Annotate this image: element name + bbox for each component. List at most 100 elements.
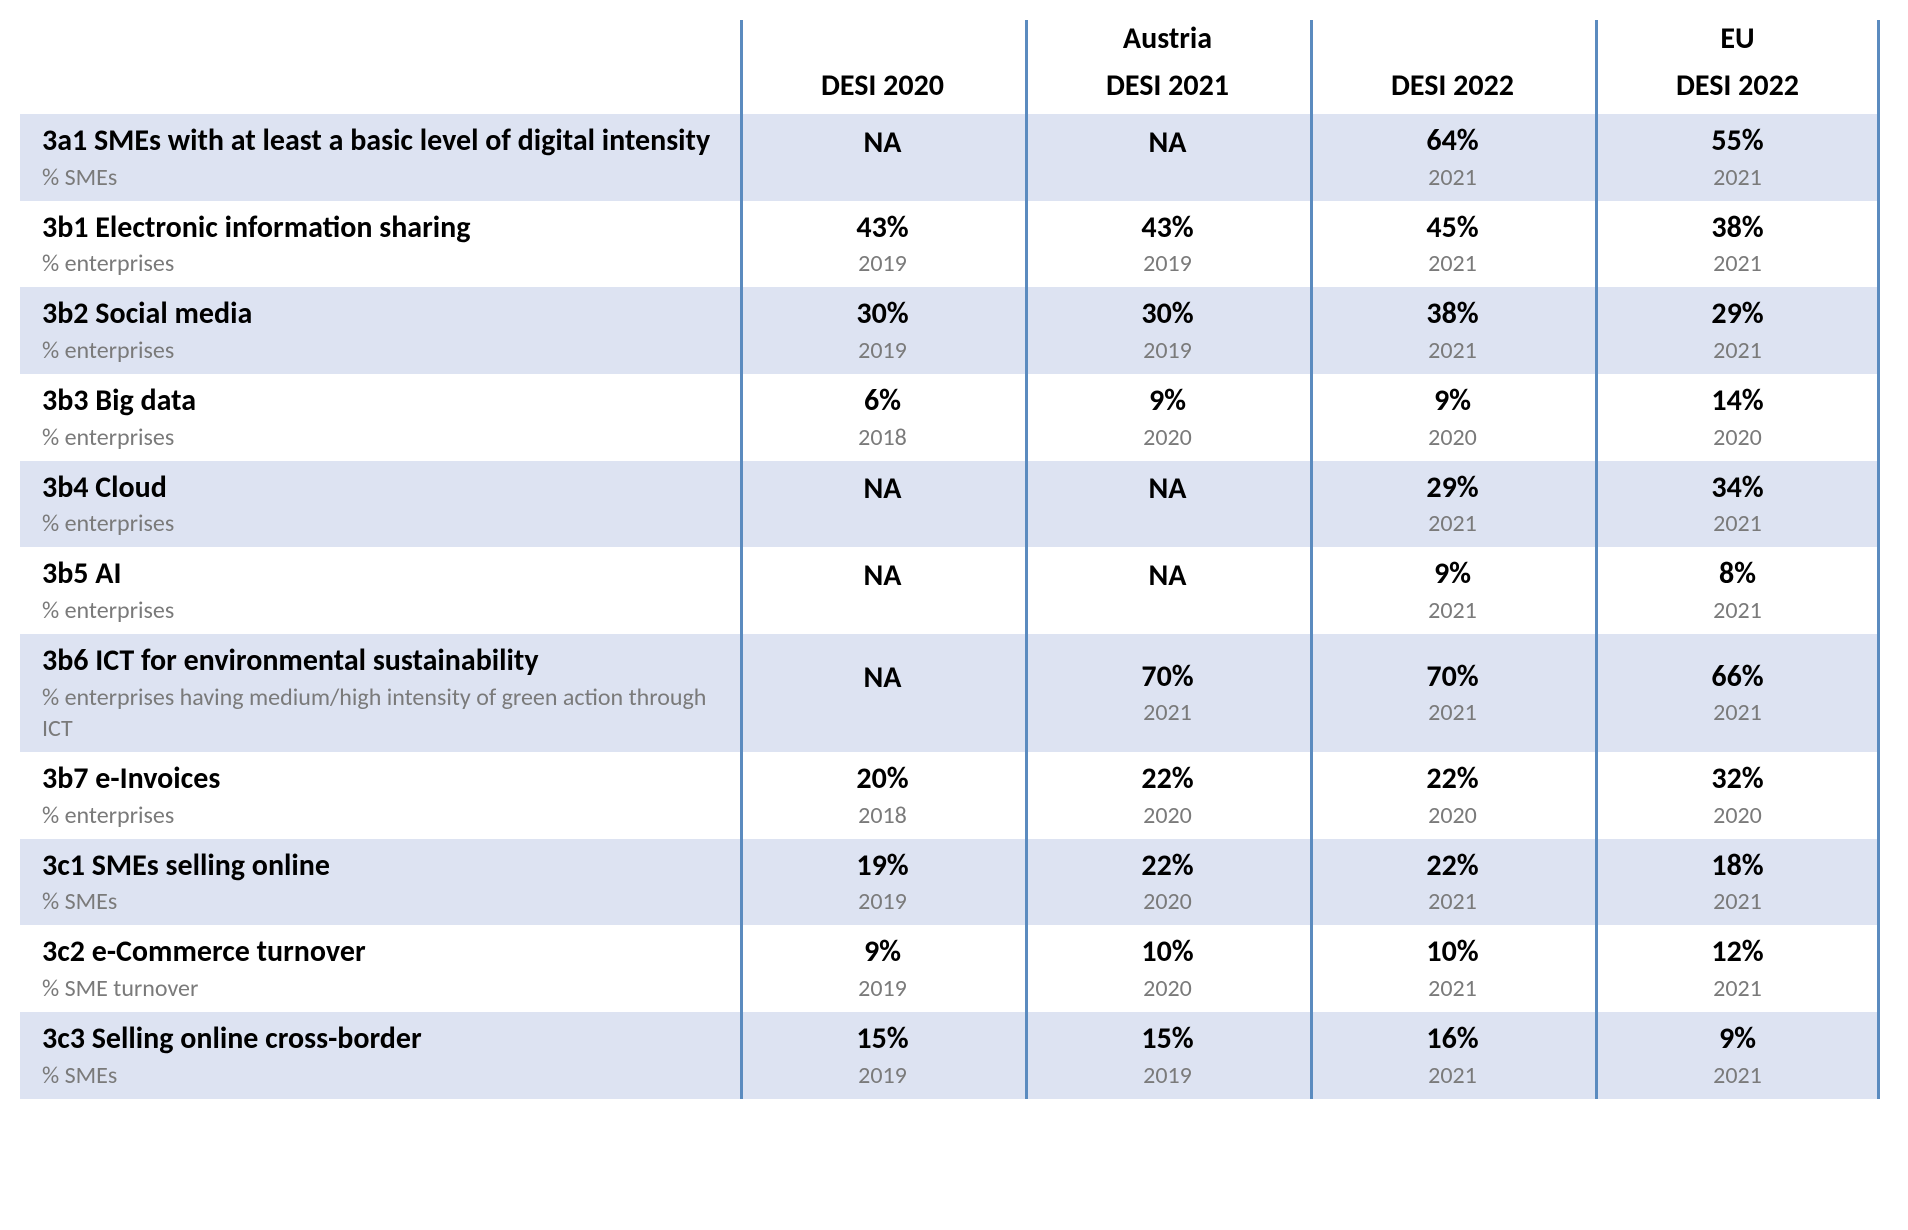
cell-year: 2020 (1310, 800, 1595, 831)
cell-year: 2021 (1595, 886, 1880, 917)
table-row: 3c1 SMEs selling online% SMEs19%201922%2… (20, 839, 1880, 926)
data-cell: NA (1025, 114, 1310, 201)
indicator-title: 3b1 Electronic information sharing (42, 209, 730, 247)
cell-year: 2021 (1310, 508, 1595, 539)
header-group-country: Austria (740, 20, 1595, 61)
cell-value: 19% (740, 847, 1025, 885)
indicator-title: 3b5 AI (42, 555, 730, 593)
column-separator (1310, 20, 1313, 1099)
data-cell: 9%2021 (1310, 547, 1595, 634)
data-cell: 10%2020 (1025, 925, 1310, 1012)
cell-value: NA (740, 470, 1025, 508)
cell-value: 22% (1310, 760, 1595, 798)
cell-value: 12% (1595, 933, 1880, 971)
data-cell: 70%2021 (1025, 634, 1310, 752)
table-row: 3b1 Electronic information sharing% ente… (20, 201, 1880, 288)
cell-year (740, 510, 1025, 538)
data-cell: 6%2018 (740, 374, 1025, 461)
cell-value: NA (1025, 470, 1310, 508)
indicator-subtitle: % enterprises (42, 248, 730, 279)
cell-year: 2019 (740, 1060, 1025, 1091)
cell-year: 2019 (1025, 248, 1310, 279)
data-cell: 70%2021 (1310, 634, 1595, 752)
data-cell: 18%2021 (1595, 839, 1880, 926)
cell-value: 45% (1310, 209, 1595, 247)
data-cell: 30%2019 (1025, 287, 1310, 374)
column-separator (1877, 20, 1880, 1099)
indicator-label-cell: 3b6 ICT for environmental sustainability… (20, 634, 740, 752)
cell-year: 2021 (1595, 973, 1880, 1004)
cell-year (1025, 597, 1310, 625)
cell-value: 9% (1025, 382, 1310, 420)
cell-value: 9% (1310, 382, 1595, 420)
cell-value: 30% (740, 295, 1025, 333)
data-cell: NA (1025, 547, 1310, 634)
cell-value: NA (740, 557, 1025, 595)
cell-value: 30% (1025, 295, 1310, 333)
cell-value: NA (740, 659, 1025, 697)
data-cell: 30%2019 (740, 287, 1025, 374)
cell-value: 34% (1595, 469, 1880, 507)
cell-value: 9% (740, 933, 1025, 971)
cell-year: 2020 (1025, 800, 1310, 831)
indicator-label-cell: 3a1 SMEs with at least a basic level of … (20, 114, 740, 201)
cell-year: 2020 (1595, 800, 1880, 831)
cell-year: 2019 (1025, 1060, 1310, 1091)
cell-value: 18% (1595, 847, 1880, 885)
header-group-eu: EU (1595, 20, 1880, 61)
indicator-subtitle: % enterprises having medium/high intensi… (42, 682, 730, 744)
indicator-label-cell: 3b1 Electronic information sharing% ente… (20, 201, 740, 288)
indicator-label-cell: 3c3 Selling online cross-border% SMEs (20, 1012, 740, 1099)
cell-value: 38% (1595, 209, 1880, 247)
cell-value: 66% (1595, 658, 1880, 696)
cell-value: 22% (1025, 847, 1310, 885)
table-row: 3b6 ICT for environmental sustainability… (20, 634, 1880, 752)
cell-year (740, 597, 1025, 625)
cell-value: 15% (1025, 1020, 1310, 1058)
indicator-title: 3a1 SMEs with at least a basic level of … (42, 122, 730, 160)
cell-value: NA (1025, 557, 1310, 595)
cell-value: 9% (1595, 1020, 1880, 1058)
cell-year: 2021 (1310, 595, 1595, 626)
data-cell: 22%2020 (1310, 752, 1595, 839)
cell-value: 43% (740, 209, 1025, 247)
data-cell: 55%2021 (1595, 114, 1880, 201)
data-cell: 9%2020 (1310, 374, 1595, 461)
indicator-title: 3b6 ICT for environmental sustainability (42, 642, 730, 680)
cell-year: 2020 (1595, 422, 1880, 453)
table-row: 3b2 Social media% enterprises30%201930%2… (20, 287, 1880, 374)
indicator-label-cell: 3c1 SMEs selling online% SMEs (20, 839, 740, 926)
data-cell: NA (740, 114, 1025, 201)
table-row: 3c3 Selling online cross-border% SMEs 15%… (20, 1012, 1880, 1099)
column-separator (1595, 20, 1598, 1099)
indicator-title: 3b4 Cloud (42, 469, 730, 507)
column-separator (1025, 20, 1028, 1099)
cell-value: 6% (740, 382, 1025, 420)
cell-year: 2018 (740, 422, 1025, 453)
cell-value: 70% (1310, 658, 1595, 696)
cell-year: 2020 (1025, 886, 1310, 917)
data-cell: 9%2021 (1595, 1012, 1880, 1099)
table-row: 3c2 e-Commerce turnover% SME turnover9%2… (20, 925, 1880, 1012)
cell-year: 2019 (740, 335, 1025, 366)
data-cell: NA (1025, 461, 1310, 548)
col-header-desi-2021: DESI 2021 (1025, 61, 1310, 114)
indicator-subtitle: % enterprises (42, 595, 730, 626)
indicator-label-cell: 3b3 Big data% enterprises (20, 374, 740, 461)
indicator-label-cell: 3b7 e-Invoices% enterprises (20, 752, 740, 839)
column-separator (740, 20, 743, 1099)
desi-table-wrapper: Austria EU DESI 2020 DESI 2021 DESI 2022… (20, 20, 1880, 1099)
cell-value: 22% (1310, 847, 1595, 885)
cell-year: 2021 (1595, 248, 1880, 279)
col-header-desi-2020: DESI 2020 (740, 61, 1025, 114)
data-cell: 16%2021 (1310, 1012, 1595, 1099)
data-cell: 20%2018 (740, 752, 1025, 839)
data-cell: NA (740, 461, 1025, 548)
cell-value: 38% (1310, 295, 1595, 333)
cell-year (740, 163, 1025, 191)
data-cell: 12%2021 (1595, 925, 1880, 1012)
indicator-title: 3b3 Big data (42, 382, 730, 420)
table-row: 3b7 e-Invoices% enterprises20%2018 22%202… (20, 752, 1880, 839)
cell-year: 2018 (740, 800, 1025, 831)
cell-year: 2019 (740, 886, 1025, 917)
